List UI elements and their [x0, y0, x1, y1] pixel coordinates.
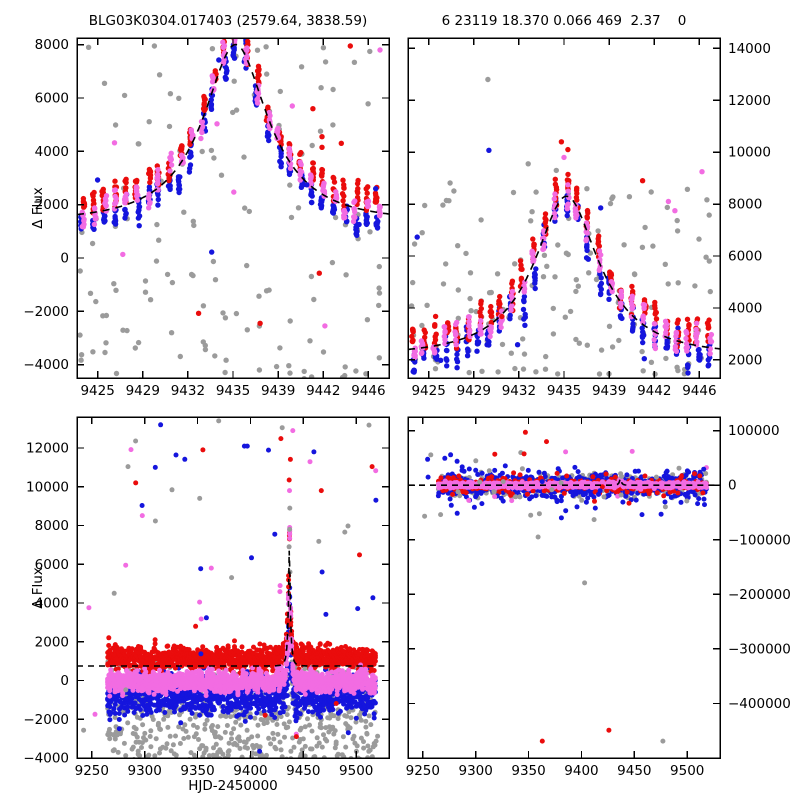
- axis-ticks: [408, 417, 720, 758]
- y-tick-label: 2000: [35, 197, 69, 213]
- tick-labels: 9250 9300 9350 9400 9450 9500 −400000 −300000 −2…: [406, 423, 791, 779]
- x-tick-label: 9250: [406, 763, 440, 779]
- x-tick-label: 9500: [670, 763, 704, 779]
- y-tick-label: 4000: [35, 596, 69, 612]
- y-tick-label: 10000: [26, 479, 69, 495]
- axis-ticks: [408, 38, 720, 378]
- data-area-bottom-right: [408, 429, 720, 744]
- y-tick-label: 0: [60, 251, 69, 267]
- x-tick-label: 9446: [351, 383, 385, 399]
- y-tick-label: −400000: [728, 696, 791, 712]
- outlier-points: [414, 147, 678, 363]
- y-tick-label: −4000: [23, 357, 69, 373]
- y-tick-label: 6000: [35, 91, 69, 107]
- y-tick-label: −200000: [728, 587, 791, 603]
- x-tick-label: 9425: [411, 383, 445, 399]
- y-tick-label: −100000: [728, 532, 791, 548]
- x-tick-label: 9432: [502, 383, 536, 399]
- model-curve: [408, 195, 720, 351]
- tick-labels: 9250 9300 9350 9400 9450 9500 −4000 −2000 0 2000 4…: [23, 441, 373, 780]
- outlier-points: [94, 57, 379, 329]
- x-tick-label: 9442: [637, 383, 671, 399]
- x-tick-label: 9429: [126, 383, 160, 399]
- model-curve: [77, 550, 389, 667]
- x-tick-label: 9432: [171, 383, 205, 399]
- panel-title-right: 6 23119 18.370 0.066 469 2.37 0: [441, 13, 687, 29]
- notable-points: [419, 76, 705, 257]
- y-tick-label: 0: [60, 673, 69, 689]
- x-tick-label: 9450: [617, 763, 651, 779]
- panel-bottom-right: 9250 9300 9350 9400 9450 9500 −400000 −300000 −2…: [406, 416, 791, 779]
- outlier-points: [81, 422, 381, 758]
- x-tick-label: 9500: [339, 763, 373, 779]
- y-tick-label: 100000: [728, 423, 780, 439]
- y-tick-label: 2000: [728, 352, 762, 368]
- x-tick-label: 9250: [75, 763, 109, 779]
- y-tick-label: −300000: [728, 641, 791, 657]
- x-tick-label: 9439: [261, 383, 295, 399]
- x-tick-label: 9425: [80, 383, 114, 399]
- series-violet-points: [79, 38, 383, 230]
- y-tick-label: 8000: [728, 197, 762, 213]
- y-tick-label: 0: [728, 478, 737, 494]
- data-area-top-right: [408, 76, 720, 377]
- y-tick-label: 14000: [728, 41, 771, 57]
- x-tick-label: 9435: [547, 383, 581, 399]
- y-tick-label: 8000: [35, 518, 69, 534]
- series-violet-points: [105, 525, 378, 699]
- panel-top-left: 9425 9429 9432 9435 9439 9442 9446 −4000 −2000 0 2…: [23, 37, 390, 399]
- notable-points: [152, 418, 324, 589]
- tick-labels: 9425 9429 9432 9435 9439 9442 9446 −4000 −2000 0 2…: [23, 37, 385, 399]
- y-tick-label: 6000: [728, 249, 762, 265]
- axis-frame: [76, 416, 390, 759]
- series-violet-points: [411, 182, 715, 361]
- axis-ticks: [77, 417, 389, 759]
- x-tick-label: 9350: [180, 763, 214, 779]
- y-tick-label: 2000: [35, 634, 69, 650]
- tick-labels: 9425 9429 9432 9435 9439 9442 9446 2000 4000 6000…: [411, 41, 771, 399]
- x-tick-label: 9435: [216, 383, 250, 399]
- x-tick-label: 9442: [306, 383, 340, 399]
- y-tick-label: −4000: [23, 751, 69, 767]
- x-tick-label: 9400: [233, 763, 267, 779]
- x-tick-label: 9300: [459, 763, 493, 779]
- x-axis-label: HJD-2450000: [188, 778, 278, 794]
- series-gray-points: [408, 186, 713, 377]
- y-tick-label: 6000: [35, 557, 69, 573]
- x-tick-label: 9446: [682, 383, 716, 399]
- y-tick-label: 12000: [26, 441, 69, 457]
- data-area-bottom-left: [77, 418, 389, 758]
- x-tick-label: 9300: [128, 763, 162, 779]
- panel-bottom-left: 9250 9300 9350 9400 9450 9500 −4000 −2000 0 2000 4…: [23, 416, 390, 780]
- x-tick-label: 9450: [286, 763, 320, 779]
- y-tick-label: 8000: [35, 37, 69, 53]
- x-tick-label: 9400: [564, 763, 598, 779]
- y-tick-label: −2000: [23, 712, 69, 728]
- notable-points: [85, 43, 383, 326]
- x-tick-label: 9350: [511, 763, 545, 779]
- notable-points: [522, 429, 666, 744]
- axis-frame: [407, 416, 721, 759]
- series-blue-points: [78, 38, 381, 238]
- model-curve: [408, 476, 720, 486]
- data-area-top-left: [77, 38, 389, 378]
- x-tick-label: 9439: [592, 383, 626, 399]
- series-gray-points: [77, 44, 383, 378]
- y-tick-label: 12000: [728, 93, 771, 109]
- panel-title-left: BLG03K0304.017403 (2579.64, 3838.59): [88, 13, 368, 29]
- axis-ticks: [77, 38, 389, 378]
- y-tick-label: 4000: [35, 144, 69, 160]
- y-tick-label: 4000: [728, 300, 762, 316]
- outlier-points: [422, 450, 709, 519]
- y-tick-label: 10000: [728, 145, 771, 161]
- x-tick-label: 9429: [457, 383, 491, 399]
- y-tick-label: −2000: [23, 304, 69, 320]
- panel-top-right: 9425 9429 9432 9435 9439 9442 9446 2000 4000 6000…: [407, 37, 771, 399]
- model-curve: [77, 43, 389, 216]
- series-red-points: [105, 530, 378, 681]
- series-red-points: [80, 38, 380, 216]
